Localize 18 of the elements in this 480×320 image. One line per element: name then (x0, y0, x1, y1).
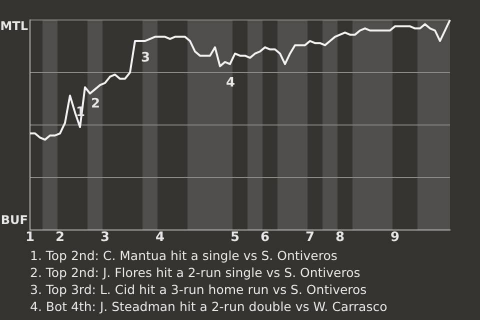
x-tick-label: 1 (25, 230, 35, 246)
text: 3. Top 3rd: L. Cid hit a 3-run home run vs S. Ontiveros (30, 281, 368, 298)
text: 2. Top 2nd: J. Flores hit a 2-run single vs S. Ontiveros (30, 264, 362, 281)
text: 1. Top 2nd: C. Mantua hit a single vs S. Ontiveros (30, 247, 338, 264)
x-tick-label: 5 (230, 230, 240, 246)
x-tick-label: 8 (335, 230, 345, 246)
x-tick-label: 6 (260, 230, 270, 246)
x-tick-label: 9 (390, 230, 400, 246)
annotation: 3 (141, 50, 150, 66)
x-tick-label: 7 (305, 230, 315, 246)
annotation: 4 (226, 76, 236, 91)
text: BUF (0, 213, 28, 228)
x-tick-label: 2 (55, 230, 65, 246)
text: 4. Bot 4th: J. Steadman hit a 2-run double vs W. Carrasco (30, 298, 388, 315)
x-tick-label: 3 (100, 230, 110, 246)
x-tick-label: 4 (155, 230, 165, 246)
text: MTL (0, 19, 28, 34)
annotation: 2 (91, 96, 100, 112)
